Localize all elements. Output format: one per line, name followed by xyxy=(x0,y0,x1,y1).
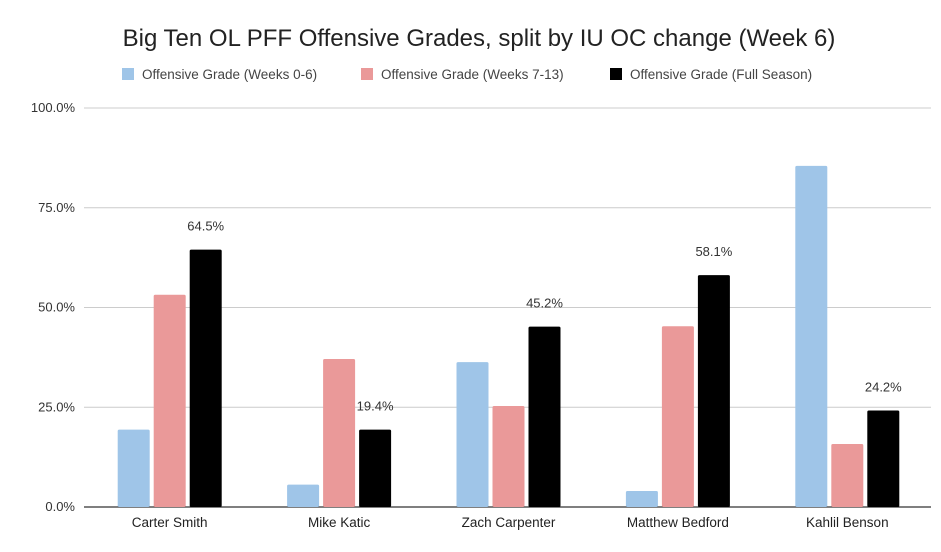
y-axis: 0.0% 25.0% 50.0% 75.0% 100.0% xyxy=(31,100,76,514)
x-category-label: Matthew Bedford xyxy=(627,515,729,530)
legend-label-2: Offensive Grade (Weeks 7-13) xyxy=(381,67,564,82)
y-tick-label: 50.0% xyxy=(38,300,75,315)
bar-series3-carter-smith xyxy=(189,249,222,507)
bar-series1-carter-smith xyxy=(117,429,150,507)
data-label: 64.5% xyxy=(187,219,224,234)
legend-label-1: Offensive Grade (Weeks 0-6) xyxy=(142,67,317,82)
bar-series2-mike-katic xyxy=(323,358,356,507)
bar-series1-mike-katic xyxy=(287,484,320,507)
data-labels: 64.5% 19.4% 45.2% 58.1% 24.2% xyxy=(187,219,902,414)
legend-swatch-3 xyxy=(610,68,622,80)
y-tick-label: 75.0% xyxy=(38,200,75,215)
y-tick-label: 0.0% xyxy=(45,499,75,514)
x-category-label: Kahlil Benson xyxy=(806,515,889,530)
data-label: 45.2% xyxy=(526,296,563,311)
x-category-label: Carter Smith xyxy=(132,515,208,530)
bar-series3-matthew-bedford xyxy=(697,275,730,507)
legend-label-3: Offensive Grade (Full Season) xyxy=(630,67,812,82)
chart-title: Big Ten OL PFF Offensive Grades, split b… xyxy=(123,25,836,52)
x-category-label: Mike Katic xyxy=(308,515,371,530)
x-axis: Carter Smith Mike Katic Zach Carpenter Matt… xyxy=(132,515,889,530)
y-tick-label: 100.0% xyxy=(31,100,76,115)
data-label: 24.2% xyxy=(865,379,902,394)
x-category-label: Zach Carpenter xyxy=(462,515,556,530)
data-label: 58.1% xyxy=(695,244,732,259)
bar-series1-zach-carpenter xyxy=(456,362,489,507)
legend-swatch-2 xyxy=(361,68,373,80)
bar-series2-zach-carpenter xyxy=(492,406,525,507)
bar-series1-matthew-bedford xyxy=(625,491,658,507)
y-tick-label: 25.0% xyxy=(38,399,75,414)
legend-swatch-1 xyxy=(122,68,134,80)
bar-series3-mike-katic xyxy=(359,429,392,507)
bar-series2-carter-smith xyxy=(153,294,186,507)
bar-series1-kahlil-benson xyxy=(795,165,828,508)
bar-series3-zach-carpenter xyxy=(528,326,561,507)
bar-series2-kahlil-benson xyxy=(831,443,864,507)
bar-series2-matthew-bedford xyxy=(661,326,694,507)
legend: Offensive Grade (Weeks 0-6) Offensive Gra… xyxy=(122,67,812,82)
bar-series3-kahlil-benson xyxy=(867,410,900,507)
data-label: 19.4% xyxy=(357,399,394,414)
bars xyxy=(117,165,900,508)
